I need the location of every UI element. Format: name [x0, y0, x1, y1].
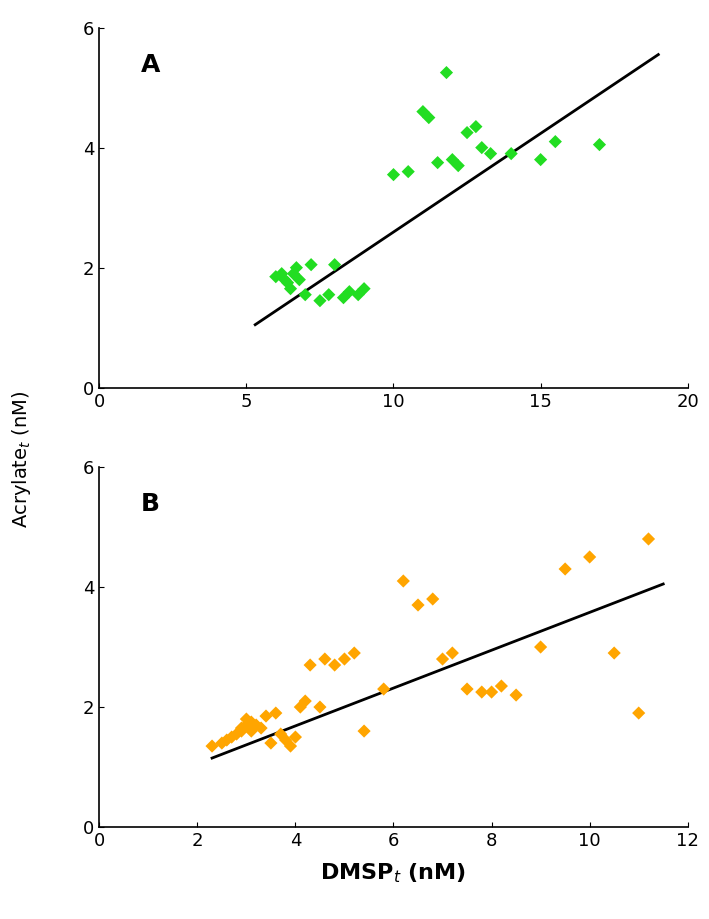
Point	[300, 288, 311, 302]
Point	[485, 146, 496, 161]
Point	[314, 293, 325, 308]
Point	[437, 652, 448, 666]
Point	[231, 727, 242, 742]
Point	[255, 720, 267, 735]
Point	[510, 687, 522, 702]
Point	[549, 134, 561, 149]
Point	[349, 646, 360, 661]
Point	[245, 715, 257, 730]
Point	[260, 709, 272, 723]
Point	[295, 699, 306, 714]
Point	[288, 267, 299, 281]
Point	[535, 153, 547, 167]
Point	[423, 110, 435, 125]
Point	[216, 736, 228, 751]
Point	[323, 288, 335, 302]
Point	[337, 290, 349, 305]
Point	[291, 260, 302, 275]
Point	[339, 652, 350, 666]
Point	[270, 269, 281, 284]
Point	[236, 720, 247, 735]
X-axis label: DMSP$_t$ (nM): DMSP$_t$ (nM)	[320, 861, 467, 885]
Point	[280, 732, 291, 747]
Point	[476, 685, 488, 699]
Point	[496, 679, 507, 694]
Point	[221, 732, 233, 747]
Point	[352, 288, 364, 302]
Point	[300, 694, 311, 709]
Point	[285, 281, 296, 296]
Point	[236, 723, 247, 738]
Point	[432, 155, 443, 170]
Point	[427, 592, 438, 607]
Point	[462, 682, 473, 697]
Point	[344, 284, 355, 299]
Point	[535, 640, 547, 654]
Point	[506, 146, 517, 161]
Point	[275, 727, 286, 742]
Point	[447, 646, 458, 661]
Point	[285, 739, 296, 754]
Point	[206, 739, 218, 754]
Point	[608, 646, 620, 661]
Point	[413, 597, 424, 612]
Point	[314, 699, 325, 714]
Point	[250, 718, 262, 732]
Point	[279, 272, 290, 287]
Point	[226, 730, 238, 744]
Point	[306, 257, 317, 272]
Point	[470, 119, 481, 134]
Point	[559, 562, 571, 576]
Point	[282, 276, 294, 290]
Point	[358, 723, 370, 738]
Point	[476, 141, 488, 155]
Point	[276, 267, 287, 281]
Point	[304, 658, 316, 673]
Text: Acrylate$_t$ (nM): Acrylate$_t$ (nM)	[10, 391, 33, 528]
Point	[329, 257, 340, 272]
Point	[319, 652, 330, 666]
Point	[290, 730, 301, 744]
Point	[441, 65, 452, 80]
Point	[265, 736, 277, 751]
Text: A: A	[140, 52, 160, 77]
Point	[378, 682, 389, 697]
Text: B: B	[140, 493, 160, 516]
Point	[452, 158, 464, 173]
Point	[240, 711, 252, 726]
Point	[245, 723, 257, 738]
Point	[633, 706, 644, 720]
Point	[358, 281, 370, 296]
Point	[270, 706, 281, 720]
Point	[403, 165, 414, 179]
Point	[643, 531, 654, 546]
Point	[294, 272, 305, 287]
Point	[417, 104, 428, 119]
Point	[486, 685, 497, 699]
Point	[584, 550, 596, 564]
Point	[462, 125, 473, 140]
Point	[240, 718, 252, 732]
Point	[447, 153, 458, 167]
Point	[594, 137, 605, 152]
Point	[329, 658, 340, 673]
Point	[388, 167, 399, 182]
Point	[398, 573, 409, 588]
